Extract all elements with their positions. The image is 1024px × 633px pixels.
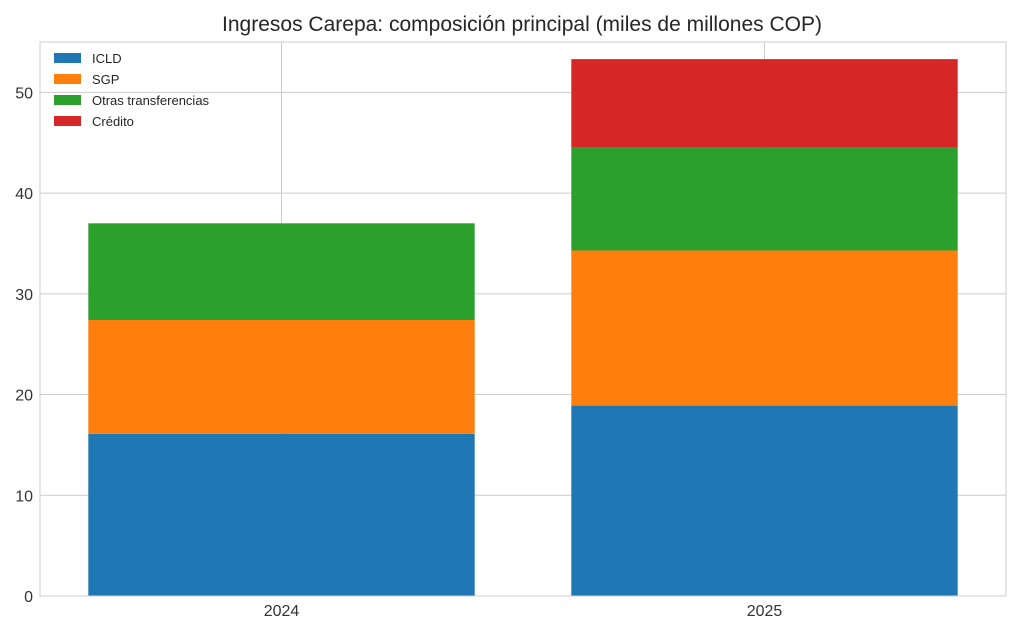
bar-sgp-2024 — [88, 320, 475, 434]
bar-icld-2024 — [88, 433, 475, 596]
legend-label: ICLD — [92, 51, 122, 66]
bar-crédito-2025 — [571, 59, 958, 148]
legend-swatch — [54, 116, 81, 126]
legend-swatch — [54, 53, 81, 63]
bar-otras-transferencias-2025 — [571, 147, 958, 251]
y-tick-label: 30 — [15, 287, 33, 304]
chart-title: Ingresos Carepa: composición principal (… — [222, 13, 822, 36]
plot-frame — [39, 41, 1007, 597]
y-tick-label: 20 — [15, 388, 33, 405]
legend-label: Crédito — [92, 114, 134, 129]
y-tick-label: 40 — [15, 186, 33, 203]
legend-label: SGP — [92, 72, 119, 87]
legend-swatch — [54, 74, 81, 84]
x-tick-label: 2025 — [747, 603, 783, 620]
x-tick-label: 2024 — [264, 603, 300, 620]
ticks-layer: 0 10 20 30 40 50 2024 2025 — [15, 85, 782, 620]
legend: ICLD SGP Otras transferencias Crédito — [54, 51, 210, 129]
bars-layer — [88, 59, 958, 596]
y-tick-label: 10 — [15, 488, 33, 505]
bar-icld-2025 — [571, 405, 958, 596]
legend-swatch — [54, 95, 81, 105]
bar-sgp-2025 — [571, 250, 958, 406]
y-tick-label: 0 — [24, 589, 33, 606]
bar-otras-transferencias-2024 — [88, 223, 475, 321]
y-tick-label: 50 — [15, 85, 33, 102]
legend-label: Otras transferencias — [92, 93, 210, 108]
